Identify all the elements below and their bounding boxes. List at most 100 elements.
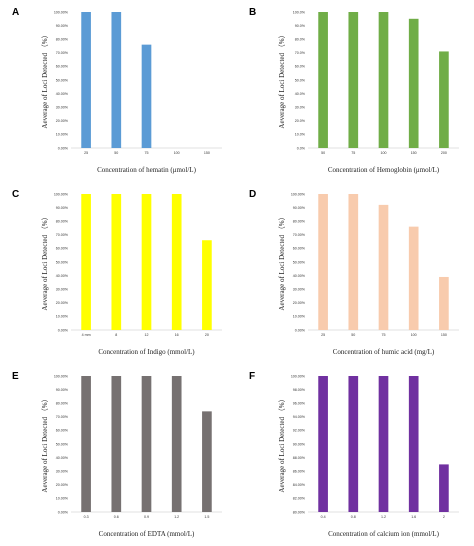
bar xyxy=(408,226,419,330)
y-tick-label: 90.00% xyxy=(293,206,306,210)
y-axis-label: Aeverage of Loci Detected （%） xyxy=(41,213,49,310)
bar xyxy=(141,44,152,148)
x-tick-label: 200 xyxy=(441,151,447,155)
y-tick-label: 70.00% xyxy=(56,415,69,419)
panel-letter: C xyxy=(12,189,19,200)
y-tick-label: 92.00% xyxy=(293,429,306,433)
panel-e: E Aeverage of Loci Detected （%） 0.00% 10.00… xyxy=(12,371,222,538)
y-tick-label: 0.0% xyxy=(297,146,306,150)
panel-f: F Aeverage of Loci Detected （%） 80.00% 82.0… xyxy=(249,371,459,538)
panel-letter: B xyxy=(249,7,256,18)
y-tick-label: 100.0% xyxy=(293,10,306,14)
bar xyxy=(348,12,359,148)
y-tick-label: 60.00% xyxy=(293,247,306,251)
bar xyxy=(378,204,389,330)
bar xyxy=(81,376,91,512)
y-tick-label: 30.00% xyxy=(56,288,69,292)
y-tick-label: 20.00% xyxy=(56,119,69,123)
y-tick-label: 70.00% xyxy=(56,233,69,237)
y-tick-label: 96.00% xyxy=(293,402,306,406)
y-tick-label: 80.00% xyxy=(56,38,69,42)
y-tick-label: 40.00% xyxy=(56,274,69,278)
y-tick-label: 90.00% xyxy=(293,442,306,446)
panel-letter: E xyxy=(12,371,19,382)
bar xyxy=(202,411,212,512)
bar xyxy=(111,194,122,330)
y-axis-label: Aeverage of Loci Detected （%） xyxy=(278,31,286,128)
x-axis-label: Concentration of Hemoglobin (μmol/L) xyxy=(328,166,440,174)
y-tick-label: 60.00% xyxy=(56,429,69,433)
panel-letter: F xyxy=(249,371,255,382)
x-tick-label: 0.4 xyxy=(321,515,326,519)
y-tick-label: 98.00% xyxy=(293,388,306,392)
x-tick-label: 75 xyxy=(382,333,386,337)
x-tick-label: 2 xyxy=(443,515,445,519)
y-tick-label: 40.00% xyxy=(56,456,69,460)
bar xyxy=(171,194,182,330)
bar xyxy=(111,12,122,148)
y-tick-label: 10.00% xyxy=(56,497,69,501)
y-tick-label: 80.00% xyxy=(56,402,69,406)
y-tick-label: 100.00% xyxy=(54,192,69,196)
panel-a: A Aeverage of Loci Detected （%） 0.00% 10.00… xyxy=(12,7,222,174)
x-tick-label: 50 xyxy=(114,151,118,155)
x-tick-label: 50 xyxy=(351,333,355,337)
y-tick-label: 70.0% xyxy=(295,51,306,55)
bar xyxy=(378,12,389,148)
bar xyxy=(348,194,359,330)
y-tick-label: 100.00% xyxy=(291,374,306,378)
bar xyxy=(81,194,91,330)
y-axis-label: Aeverage of Loci Detected （%） xyxy=(278,213,286,310)
y-tick-label: 94.00% xyxy=(293,415,306,419)
x-tick-label: 50 xyxy=(321,151,325,155)
y-tick-label: 20.00% xyxy=(56,483,69,487)
x-axis-label: Concentration of calcium ion (mmol/L) xyxy=(328,530,439,538)
y-tick-label: 10.00% xyxy=(293,315,306,319)
y-tick-label: 40.00% xyxy=(293,274,306,278)
y-tick-label: 80.00% xyxy=(56,220,69,224)
x-tick-label: 25 xyxy=(84,151,88,155)
y-tick-label: 20.00% xyxy=(293,301,306,305)
y-tick-label: 80.00% xyxy=(293,220,306,224)
y-tick-label: 10.0% xyxy=(295,133,306,137)
y-tick-label: 30.00% xyxy=(56,470,69,474)
x-tick-label: 0.8 xyxy=(351,515,356,519)
y-tick-label: 40.00% xyxy=(56,92,69,96)
bar xyxy=(81,12,91,148)
panel-b: B Aeverage of Loci Detected （%） 0.0% 10.0% 2… xyxy=(249,7,459,174)
x-tick-label: 1.2 xyxy=(381,515,386,519)
x-axis-label: Concentration of EDTA (mmol/L) xyxy=(99,530,195,538)
bar xyxy=(439,464,449,512)
x-tick-label: 16 xyxy=(175,333,179,337)
panel-letter: A xyxy=(12,7,19,18)
y-tick-label: 0.00% xyxy=(58,510,69,514)
x-tick-label: 100 xyxy=(381,151,387,155)
bar xyxy=(141,194,152,330)
y-tick-label: 30.00% xyxy=(56,106,69,110)
y-tick-label: 50.00% xyxy=(56,442,69,446)
x-tick-label: 1.6 xyxy=(411,515,416,519)
y-tick-label: 50.0% xyxy=(295,78,306,82)
y-tick-label: 82.00% xyxy=(293,497,306,501)
x-tick-label: 25 xyxy=(321,333,325,337)
x-tick-label: 8 xyxy=(115,333,117,337)
y-tick-label: 30.0% xyxy=(295,106,306,110)
y-tick-label: 84.00% xyxy=(293,483,306,487)
y-axis-label: Aeverage of Loci Detected （%） xyxy=(41,31,49,128)
y-tick-label: 60.00% xyxy=(56,65,69,69)
y-axis-label: Aeverage of Loci Detected （%） xyxy=(278,395,286,492)
y-tick-label: 86.00% xyxy=(293,470,306,474)
y-tick-label: 88.00% xyxy=(293,456,306,460)
y-tick-label: 90.00% xyxy=(56,206,69,210)
x-tick-label: 4 mm xyxy=(82,333,91,337)
x-tick-label: 20 xyxy=(205,333,209,337)
bar xyxy=(348,376,359,512)
y-axis-label: Aeverage of Loci Detected （%） xyxy=(41,395,49,492)
bar xyxy=(408,18,419,148)
y-tick-label: 50.00% xyxy=(293,260,306,264)
x-tick-label: 1.5 xyxy=(204,515,209,519)
y-tick-label: 10.00% xyxy=(56,315,69,319)
panel-d: D Aeverage of Loci Detected （%） 0.00% 10.00… xyxy=(249,189,459,356)
x-tick-label: 0.6 xyxy=(114,515,119,519)
